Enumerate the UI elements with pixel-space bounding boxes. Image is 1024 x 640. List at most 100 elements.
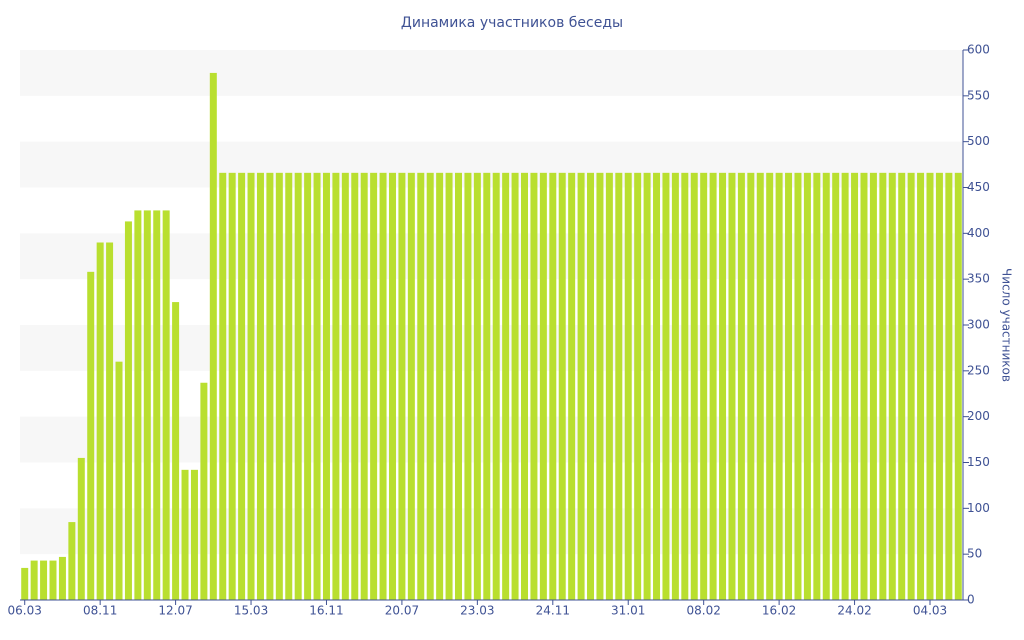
bar [341, 172, 349, 601]
bar [907, 172, 915, 601]
bar [379, 172, 387, 601]
bar [68, 522, 76, 600]
bar [766, 172, 774, 601]
y-tick-label: 50 [967, 547, 982, 561]
bar [653, 172, 661, 601]
bar [596, 172, 604, 601]
bar [77, 457, 85, 600]
bar [747, 172, 755, 601]
bar [247, 172, 255, 601]
bar [794, 172, 802, 601]
bar [775, 172, 783, 601]
bar [143, 210, 151, 600]
x-tick-label: 16.02 [762, 604, 796, 618]
bar [181, 469, 189, 600]
x-tick-label: 04.03 [913, 604, 947, 618]
y-tick-label: 200 [967, 409, 990, 423]
bar [209, 72, 217, 600]
bar [568, 172, 576, 601]
bar [304, 172, 312, 601]
bar [926, 172, 934, 601]
bar [530, 172, 538, 601]
y-tick-label: 450 [967, 180, 990, 194]
x-tick-label: 16.11 [309, 604, 343, 618]
bar [539, 172, 547, 601]
y-tick-label: 300 [967, 318, 990, 332]
bar [370, 172, 378, 601]
bar [671, 172, 679, 601]
y-tick-label: 150 [967, 455, 990, 469]
bar [473, 172, 481, 601]
bar [945, 172, 953, 601]
bar [719, 172, 727, 601]
bar [58, 556, 66, 600]
bar [172, 302, 180, 600]
bar [322, 172, 330, 601]
grid-band [20, 50, 963, 96]
x-tick-label: 20.07 [385, 604, 419, 618]
bar [643, 172, 651, 601]
bar [436, 172, 444, 601]
bar [690, 172, 698, 601]
y-tick-label: 0 [967, 593, 975, 607]
bar [351, 172, 359, 601]
bar [238, 172, 246, 601]
bar [228, 172, 236, 601]
y-tick-label: 400 [967, 226, 990, 240]
bar [407, 172, 415, 601]
bar [502, 172, 510, 601]
bar [275, 172, 283, 601]
bar [153, 210, 161, 600]
bar [445, 172, 453, 601]
chart-title: Динамика участников беседы [401, 15, 623, 31]
bar [728, 172, 736, 601]
bar [662, 172, 670, 601]
x-tick-label: 24.02 [837, 604, 871, 618]
bar [681, 172, 689, 601]
grid-band [20, 508, 963, 555]
bar [454, 172, 462, 601]
bar [935, 172, 943, 601]
bar [521, 172, 529, 601]
bar [869, 172, 877, 601]
bar [285, 172, 293, 601]
x-tick-label: 06.03 [8, 604, 42, 618]
bar [587, 172, 595, 601]
bar [577, 172, 585, 601]
grid-band [20, 233, 963, 280]
bar [756, 172, 764, 601]
bar [615, 172, 623, 601]
bar [417, 172, 425, 601]
bar [813, 172, 821, 601]
y-axis-title: Число участников [1000, 268, 1014, 382]
x-tick-label: 08.02 [686, 604, 720, 618]
bar [888, 172, 896, 601]
bar [737, 172, 745, 601]
bar [49, 560, 57, 600]
bar [21, 567, 29, 600]
bar [803, 172, 811, 601]
bar [266, 172, 274, 601]
bar [492, 172, 500, 601]
grid-band [20, 416, 963, 463]
bar [860, 172, 868, 601]
bar [398, 172, 406, 601]
bar [106, 242, 114, 600]
bar [549, 172, 557, 601]
x-tick-label: 08.11 [83, 604, 117, 618]
bar [879, 172, 887, 601]
grid-band [20, 141, 963, 188]
bar [841, 172, 849, 601]
bar [634, 172, 642, 601]
bar [256, 172, 264, 601]
bar [709, 172, 717, 601]
bar [832, 172, 840, 601]
y-tick-label: 350 [967, 272, 990, 286]
bar [624, 172, 632, 601]
y-tick-label: 500 [967, 134, 990, 148]
bar [898, 172, 906, 601]
x-tick-label: 12.07 [158, 604, 192, 618]
x-tick-label: 23.03 [460, 604, 494, 618]
bar [483, 172, 491, 601]
bar [954, 172, 962, 601]
